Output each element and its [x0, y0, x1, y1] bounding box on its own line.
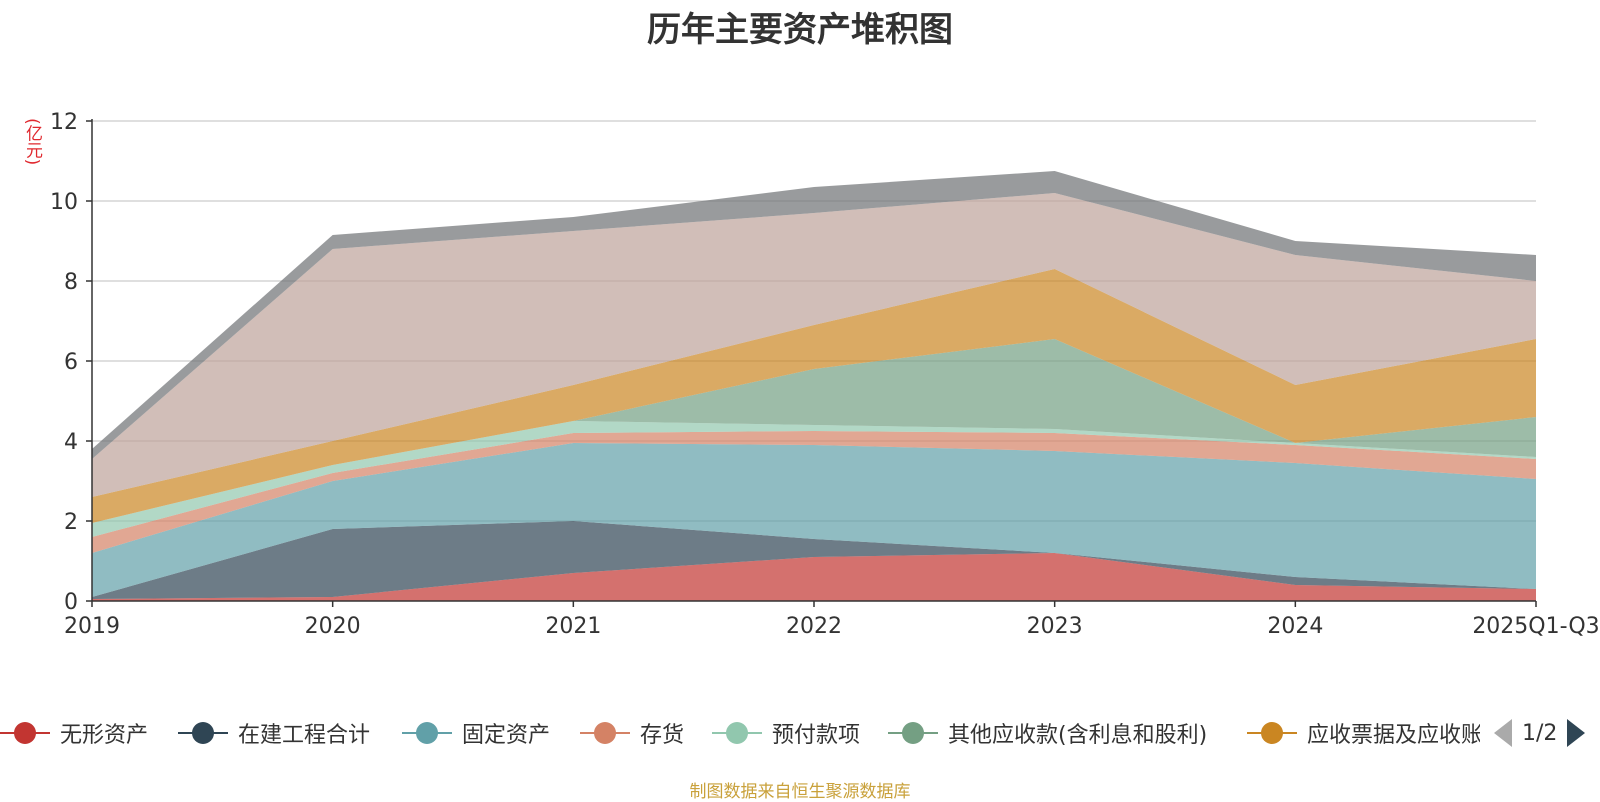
legend-item[interactable]: 预付款项 [712, 716, 860, 750]
legend-item[interactable]: 在建工程合计 [178, 716, 370, 750]
y-tick-label: 12 [50, 110, 78, 135]
y-tick-label: 10 [50, 190, 78, 215]
legend-item[interactable]: 存货 [580, 716, 684, 750]
area-series [92, 193, 1536, 497]
legend-item[interactable]: 应收票据及应收账款 [1247, 716, 1480, 750]
legend-item[interactable]: 其他应收款(含利息和股利) [888, 716, 1207, 750]
data-source-note: 制图数据来自恒生聚源数据库 [689, 782, 911, 802]
y-axis-unit-label: (亿元) [22, 118, 42, 166]
area-series [92, 269, 1536, 523]
x-tick-label: 2021 [545, 614, 601, 639]
stacked-areas [92, 171, 1536, 601]
legend: 无形资产 在建工程合计 固定资产 存货 预付款项 其他应收款(含利息和股利) 应收票据及应收… [0, 716, 1600, 750]
x-tick-label: 2019 [64, 614, 120, 639]
legend-next-page-icon[interactable] [1567, 719, 1586, 747]
legend-marker-icon [712, 716, 762, 750]
area-series [92, 521, 1536, 599]
legend-label: 预付款项 [772, 723, 861, 748]
x-tick-label: 2023 [1027, 614, 1083, 639]
legend-marker-icon [402, 716, 452, 750]
legend-label: 其他应收款(含利息和股利) [948, 723, 1208, 748]
legend-marker-icon [580, 716, 630, 750]
legend-marker-icon [178, 716, 228, 750]
x-tick-label: 2020 [305, 614, 361, 639]
area-series [92, 339, 1536, 523]
axes: 0 2 4 6 8 10 12 2019 2020 2021 2022 2023 2024 2025Q1-… [50, 110, 1600, 639]
legend-label: 存货 [640, 723, 685, 748]
legend-label: 固定资产 [462, 723, 551, 748]
chart-title: 历年主要资产堆积图 [647, 10, 953, 50]
x-tick-label: 2022 [786, 614, 842, 639]
area-series [92, 431, 1536, 553]
y-tick-label: 0 [64, 590, 78, 615]
area-series [92, 421, 1536, 537]
legend-prev-page-icon[interactable] [1494, 719, 1512, 747]
y-tick-label: 4 [64, 430, 78, 455]
legend-marker-icon [0, 716, 50, 750]
legend-marker-icon [1247, 716, 1297, 750]
legend-label: 在建工程合计 [238, 723, 371, 748]
y-tick-label: 8 [64, 270, 78, 295]
legend-pager: 1/2 [1490, 716, 1600, 750]
x-tick-label: 2025Q1-Q3 [1472, 614, 1599, 639]
area-series [92, 443, 1536, 597]
legend-label: 无形资产 [60, 723, 149, 748]
legend-item[interactable]: 无形资产 [0, 716, 148, 750]
legend-items: 无形资产 在建工程合计 固定资产 存货 预付款项 其他应收款(含利息和股利) 应收票据及应收… [0, 716, 1480, 750]
x-tick-label: 2024 [1267, 614, 1323, 639]
y-tick-label: 6 [64, 350, 78, 375]
legend-label: 应收票据及应收账款 [1307, 723, 1480, 748]
legend-page-indicator: 1/2 [1522, 720, 1558, 746]
area-series [92, 553, 1536, 601]
legend-marker-icon [888, 716, 938, 750]
legend-item[interactable]: 固定资产 [402, 716, 550, 750]
y-tick-label: 2 [64, 510, 78, 535]
